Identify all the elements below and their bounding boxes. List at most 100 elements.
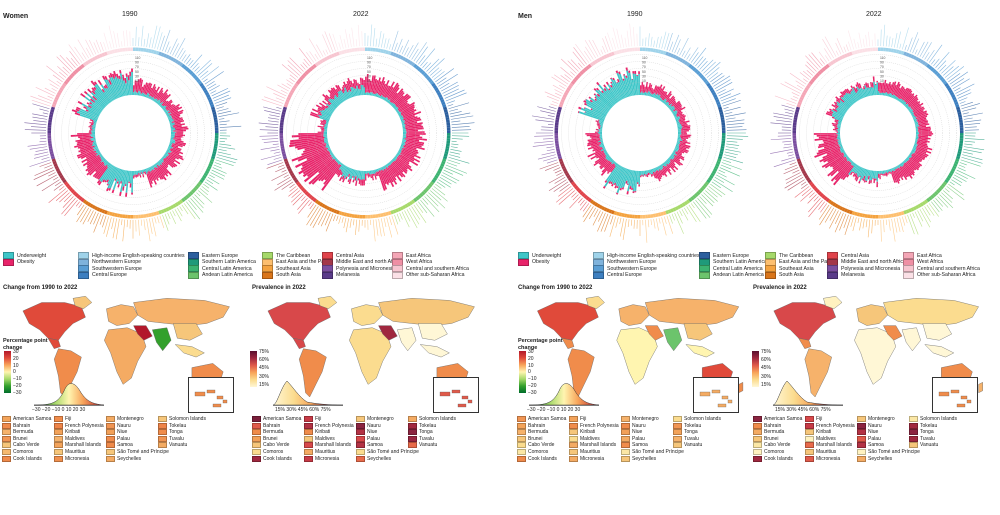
country-label	[149, 218, 153, 234]
underweight-bar	[905, 158, 909, 161]
region-ring-segment	[805, 176, 811, 182]
obesity-bar	[854, 173, 858, 177]
region-ring-segment	[434, 174, 439, 179]
underweight-bar	[836, 101, 848, 111]
underweight-bar	[677, 134, 681, 136]
underweight-bar	[676, 120, 679, 123]
country-label	[52, 74, 63, 83]
island-legend-item: Palau	[106, 435, 130, 442]
radial-tick-label: 10	[880, 79, 884, 83]
region-ring-segment	[413, 63, 418, 69]
country-label	[789, 72, 807, 85]
island-swatch	[517, 455, 526, 462]
underweight-bar	[839, 102, 849, 110]
country-label	[123, 30, 126, 47]
underweight-bar	[915, 127, 919, 130]
region-ring-segment	[706, 179, 711, 184]
region-ring-segment	[189, 70, 194, 76]
underweight-bar	[386, 163, 389, 167]
country-label	[269, 114, 280, 117]
obesity-bar	[366, 73, 369, 93]
region-ring-segment	[935, 189, 941, 194]
country-label	[116, 32, 120, 48]
country-label	[534, 140, 554, 144]
country-label	[808, 198, 821, 213]
obesity-bar	[623, 74, 626, 76]
region-ring-segment	[959, 140, 964, 144]
region-ring-segment	[808, 80, 814, 85]
underweight-bar	[892, 94, 895, 99]
region-ring-segment	[801, 170, 807, 175]
underweight-bar	[368, 92, 371, 96]
region-ring-segment	[875, 214, 878, 219]
underweight-bar	[160, 105, 164, 108]
island-legend-item: American Samoa	[753, 416, 802, 422]
obesity-bar	[335, 169, 340, 175]
obesity-bar	[111, 189, 115, 194]
country-label	[181, 204, 189, 215]
region-ring-segment	[76, 194, 81, 199]
obesity-bar	[640, 175, 642, 178]
region-ring-segment	[106, 50, 111, 56]
legend-label: Polynesia and Micronesia	[336, 265, 396, 272]
region-ring-segment	[825, 63, 830, 69]
underweight-bar	[155, 99, 159, 103]
underweight-bar	[674, 115, 678, 118]
country-label	[650, 36, 653, 47]
underweight-bar	[93, 124, 96, 126]
obesity-bar	[138, 172, 140, 176]
underweight-bar	[656, 94, 660, 100]
region-ring-segment	[560, 163, 565, 167]
underweight-bar	[134, 170, 136, 175]
underweight-bar	[850, 161, 854, 165]
country-label	[186, 201, 201, 220]
island-label: São Tomé and Príncipe	[367, 449, 419, 455]
obesity-bar	[895, 87, 901, 97]
underweight-bar	[889, 168, 893, 173]
country-label	[298, 199, 310, 214]
underweight-bar	[341, 165, 347, 174]
density-curve	[529, 383, 599, 406]
obesity-bar	[358, 178, 361, 185]
obesity-bar	[814, 136, 838, 141]
country-label	[436, 181, 446, 188]
island-swatch	[158, 429, 167, 436]
country-label	[93, 213, 102, 233]
region-ring-segment	[397, 207, 402, 212]
underweight-bar	[851, 90, 859, 101]
region-ring-segment	[127, 47, 131, 52]
region-ring-segment	[282, 106, 288, 111]
region-ring-segment	[109, 50, 113, 55]
island-swatch	[569, 429, 578, 436]
underweight-bar	[888, 92, 891, 97]
country-label	[907, 214, 915, 235]
north-america-region	[773, 302, 837, 341]
island-legend-item: Mauritius	[805, 449, 836, 455]
obesity-bar	[396, 156, 412, 169]
country-label	[418, 201, 428, 214]
region-ring-segment	[176, 60, 182, 66]
obesity-bar	[672, 158, 681, 166]
country-label	[546, 95, 560, 102]
region-ring-segment	[280, 116, 285, 121]
region-ring-segment	[714, 96, 719, 101]
region-ring-segment	[370, 47, 374, 52]
underweight-bar	[845, 156, 849, 159]
country-label	[604, 214, 611, 232]
island-legend-item: Fiji	[805, 416, 822, 422]
country-label	[552, 101, 559, 104]
region-ring-segment	[291, 87, 296, 92]
island-legend-item: Tonga	[673, 429, 698, 436]
obesity-bar	[159, 89, 169, 101]
obesity-bar	[116, 181, 119, 184]
region-ring-segment	[428, 183, 433, 188]
obesity-bar	[889, 171, 892, 174]
country-label	[199, 188, 209, 196]
underweight-bar	[326, 120, 329, 123]
caribbean-island	[711, 389, 721, 394]
legend-label: Andean Latin America	[713, 272, 764, 278]
underweight-bar	[848, 159, 852, 162]
region-ring-segment	[951, 167, 956, 172]
underweight-bar	[840, 145, 843, 148]
underweight-bar	[142, 169, 145, 173]
